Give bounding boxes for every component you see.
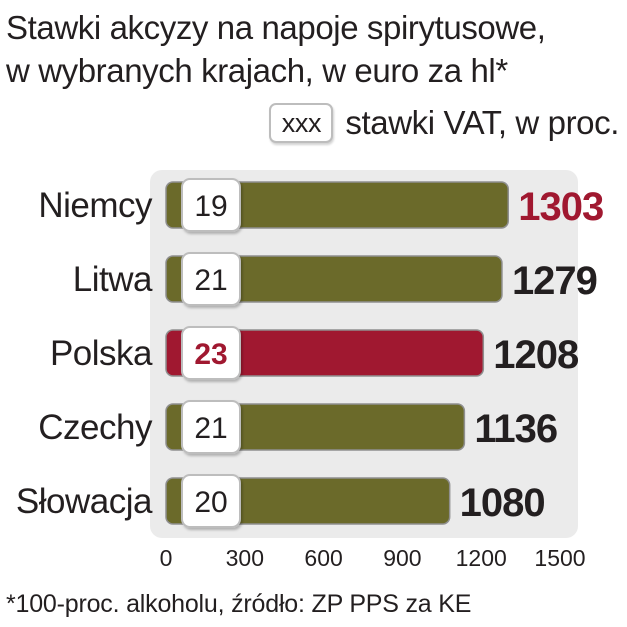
chart-title-line-2: w wybranych krajach, w euro za hl* [6,52,508,89]
value-label-1: 1279 [512,259,597,303]
vat-rate-label-3: 21 [194,412,227,445]
bar-0 [165,181,510,229]
x-tick-label-2: 600 [304,545,342,571]
x-tick-label-0: 0 [160,545,173,571]
category-label-2: Polska [50,334,153,373]
vat-rate-label-0: 19 [194,190,227,223]
vat-rate-label-4: 20 [194,486,227,519]
vat-rate-label-1: 21 [194,264,227,297]
footnote: *100-proc. alkoholu, źródło: ZP PPS za K… [6,590,472,618]
value-label-4: 1080 [460,481,545,525]
category-label-0: Niemcy [38,186,153,225]
vat-box-0 [181,178,241,232]
x-tick-label-4: 1200 [456,545,507,571]
legend-vat-box: xxx [269,103,334,143]
category-label-4: Słowacja [16,482,153,521]
value-label-2: 1208 [493,333,579,377]
chart-title-line-1: Stawki akcyzy na napoje spirytusowe, [6,9,546,46]
x-tick-label-3: 900 [383,545,421,571]
vat-rate-label-2: 23 [194,338,227,371]
legend-label: stawki VAT, w proc. [345,104,619,141]
vat-box-2 [181,326,241,380]
x-tick-label-1: 300 [226,545,264,571]
bar-1 [165,255,503,303]
vat-box-1 [181,252,241,306]
legend: xxx stawki VAT, w proc. [269,100,619,146]
category-label-1: Litwa [73,260,153,299]
chart-title: Stawki akcyzy na napoje spirytusowe, w w… [6,6,616,92]
bar-2 [165,329,485,377]
category-label-3: Czechy [38,408,153,447]
vat-box-3 [181,400,241,454]
value-label-3: 1136 [474,407,557,451]
value-label-0: 1303 [518,185,603,229]
vat-box-4 [181,474,241,528]
x-tick-label-5: 1500 [534,545,585,571]
